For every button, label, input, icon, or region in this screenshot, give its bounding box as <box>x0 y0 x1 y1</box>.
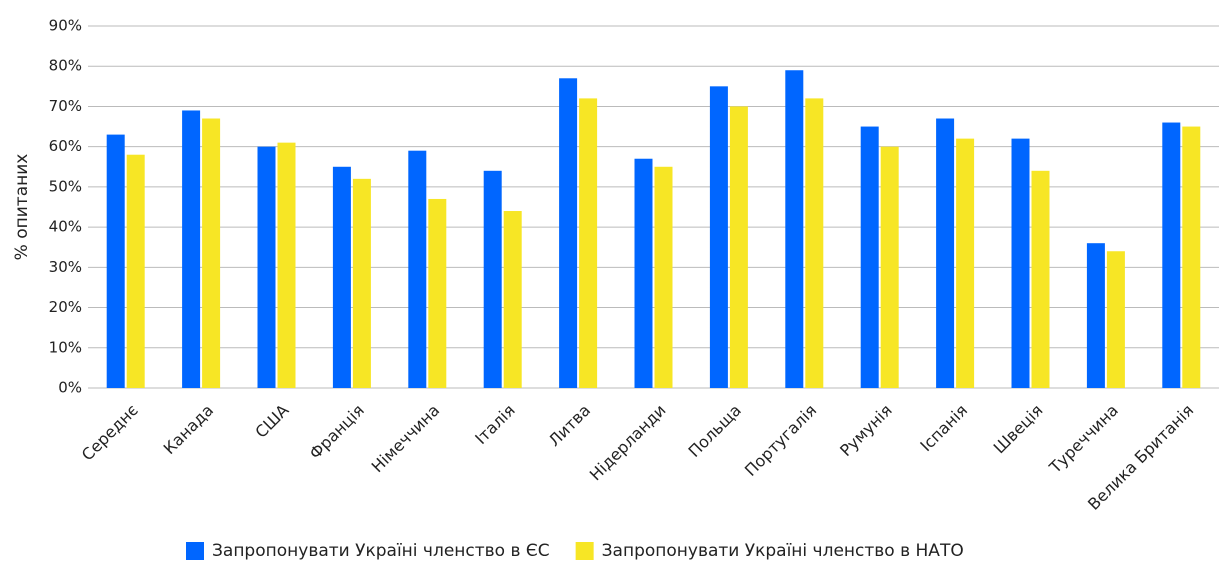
y-tick-label: 60% <box>49 137 82 155</box>
bar <box>428 198 447 388</box>
bar <box>1162 122 1181 389</box>
y-tick-label: 40% <box>49 218 82 236</box>
x-tick-label: Литва <box>545 401 594 450</box>
bar <box>936 118 955 388</box>
bar <box>880 146 899 388</box>
x-tick-label: Франція <box>306 401 368 463</box>
y-tick-label: 70% <box>49 97 82 115</box>
bar <box>202 118 221 388</box>
bar <box>956 138 975 388</box>
bar <box>805 98 824 389</box>
bar <box>408 150 427 388</box>
bar <box>332 166 351 388</box>
bar <box>1031 170 1050 388</box>
y-tick-label: 20% <box>49 298 82 316</box>
bar <box>709 86 728 388</box>
legend-swatch <box>186 542 204 560</box>
bar <box>579 98 598 389</box>
bar <box>559 78 578 389</box>
bar <box>1086 243 1105 388</box>
bar <box>860 126 879 389</box>
x-tick-label: Швеція <box>990 401 1047 458</box>
y-tick-label: 10% <box>49 338 82 356</box>
bar <box>126 154 145 388</box>
x-tick-label: Канада <box>160 401 217 458</box>
legend-label: Запропонувати Україні членство в ЄС <box>212 541 550 561</box>
x-tick-label: Румунія <box>836 401 896 461</box>
y-tick-label: 90% <box>49 17 82 35</box>
x-tick-label: Нідерланди <box>586 401 670 485</box>
bar <box>106 134 125 388</box>
bar <box>182 110 201 388</box>
bar <box>1011 138 1030 388</box>
bar <box>785 70 804 388</box>
y-axis-label: % опитаних <box>12 154 32 261</box>
bar <box>634 158 653 388</box>
bar <box>1106 251 1125 388</box>
bar <box>257 146 276 388</box>
legend-swatch <box>575 542 594 560</box>
bar <box>503 211 522 388</box>
x-tick-label: Туреччина <box>1045 401 1122 478</box>
bar <box>277 142 296 388</box>
y-tick-label: 50% <box>49 177 82 195</box>
bar <box>352 178 371 388</box>
y-tick-label: 0% <box>58 379 82 397</box>
x-tick-label: США <box>251 401 292 442</box>
x-tick-label: Польща <box>685 401 745 461</box>
bar <box>1182 126 1201 389</box>
bar <box>729 106 748 388</box>
y-tick-label: 30% <box>49 258 82 276</box>
bar <box>483 170 502 388</box>
bar <box>654 166 673 388</box>
x-tick-label: Німеччина <box>368 401 444 477</box>
x-tick-label: Іспанія <box>916 401 971 456</box>
x-tick-label: Італія <box>471 401 518 448</box>
x-tick-label: Середнє <box>78 401 142 465</box>
x-tick-label: Португалія <box>741 401 820 480</box>
y-tick-label: 80% <box>49 57 82 75</box>
legend-label: Запропонувати Україні членство в НАТО <box>602 541 964 561</box>
